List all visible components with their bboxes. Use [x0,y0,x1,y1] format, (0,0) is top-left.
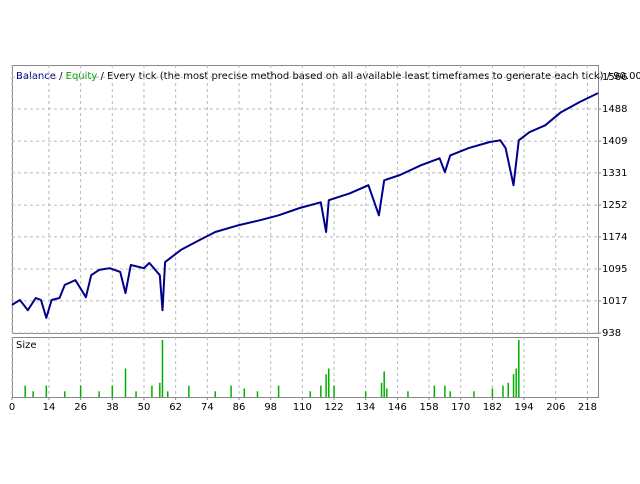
y-tick-label: 1252 [602,200,627,211]
size-bar [386,388,388,397]
size-bar [24,385,26,397]
x-tick-label: 26 [74,402,87,413]
size-bar [166,391,169,397]
x-tick-label: 38 [106,402,119,413]
size-bar [444,385,446,397]
x-tick-label: 134 [356,402,375,413]
size-bar [214,391,217,397]
x-tick-label: 0 [9,402,15,413]
size-bar [515,368,517,397]
size-bar [320,385,322,397]
size-bar [159,382,161,397]
y-tick-label: 1488 [602,104,627,115]
legend-separator: / [607,71,611,82]
size-bar [364,391,367,397]
size-bar [277,385,280,397]
size-bar [151,385,153,397]
legend-equity: Equity [66,71,98,82]
y-tick-label: 938 [602,328,621,339]
x-tick-label: 50 [138,402,151,413]
size-bar [328,368,330,397]
y-tick-label: 1095 [602,264,627,275]
size-bar [449,391,451,397]
x-tick-label: 182 [483,402,502,413]
size-bar [124,368,127,397]
legend-separator: / [59,71,63,82]
size-bar [45,385,48,397]
balance-line [11,92,599,319]
x-tick-label: 86 [233,402,246,413]
size-bar [325,374,327,397]
x-tick-label: 194 [515,402,534,413]
x-tick-label: 14 [43,402,56,413]
size-bar [383,371,385,397]
size-bar [64,391,66,397]
y-tick-label: 1566 [602,72,627,83]
size-bar [518,340,520,397]
legend-separator: / [100,71,104,82]
size-bar [433,385,436,397]
y-tick-label: 1409 [602,136,627,147]
x-tick-label: 158 [420,402,439,413]
size-bar [507,382,510,397]
size-bar [502,385,504,397]
size-bar [407,391,409,397]
legend-text: Balance / Equity / Every tick (the most … [16,71,640,82]
x-tick-label: 110 [293,402,312,413]
size-bar [473,391,475,397]
size-bar [309,391,312,397]
size-bar [135,391,137,397]
size-bar [491,388,494,397]
size-bar [32,391,34,397]
size-bar [256,391,259,397]
legend-quality: 90.00% [613,71,640,82]
y-tick-label: 1174 [602,232,627,243]
size-bar [380,382,383,397]
size-bar [79,385,82,397]
size-bar [333,385,335,397]
x-tick-label: 170 [451,402,470,413]
x-tick-label: 218 [578,402,597,413]
x-tick-label: 146 [388,402,407,413]
y-tick-label: 1017 [602,296,627,307]
size-bar [98,391,100,397]
x-tick-label: 206 [546,402,565,413]
size-bar [512,374,515,397]
size-bar [188,385,190,397]
x-tick-label: 98 [264,402,277,413]
x-tick-label: 62 [169,402,182,413]
size-panel-label: Size [16,340,37,351]
x-tick-label: 122 [324,402,343,413]
x-tick-label: 74 [201,402,214,413]
legend: Balance / Equity / Every tick (the most … [16,71,640,82]
size-bar [161,340,164,397]
size-bar [111,385,114,397]
size-bar [230,385,232,397]
size-bar [243,388,246,397]
legend-model: Every tick (the most precise method base… [107,71,604,82]
y-tick-label: 1331 [602,168,627,179]
legend-balance: Balance [16,71,56,82]
